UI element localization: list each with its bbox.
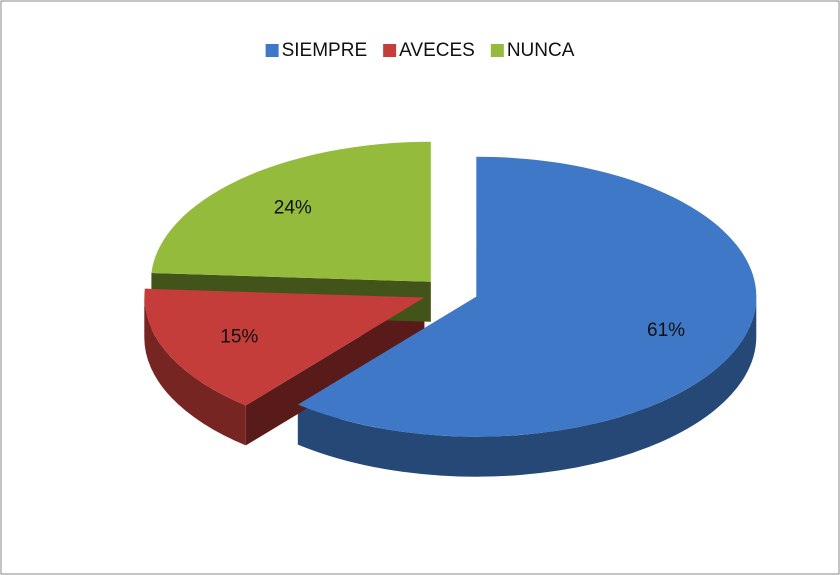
legend: SIEMPRE AVECES NUNCA	[265, 40, 575, 61]
data-label: 24%	[274, 197, 312, 218]
legend-swatch	[383, 44, 397, 57]
slice-side-wall	[144, 297, 246, 446]
pie-slice	[151, 141, 431, 282]
data-label: 15%	[220, 327, 258, 348]
legend-swatch	[265, 44, 279, 57]
legend-label: AVECES	[399, 40, 475, 61]
slice-side-wall	[297, 296, 757, 477]
legend-swatch	[490, 44, 504, 57]
pie-slice	[144, 288, 425, 406]
legend-label: NUNCA	[507, 40, 575, 61]
data-label: 61%	[647, 320, 685, 341]
pie-slice	[297, 156, 757, 437]
data-labels: 61% 15% 24%	[220, 197, 685, 347]
slice-tops	[144, 141, 757, 437]
legend-label: SIEMPRE	[282, 40, 368, 61]
